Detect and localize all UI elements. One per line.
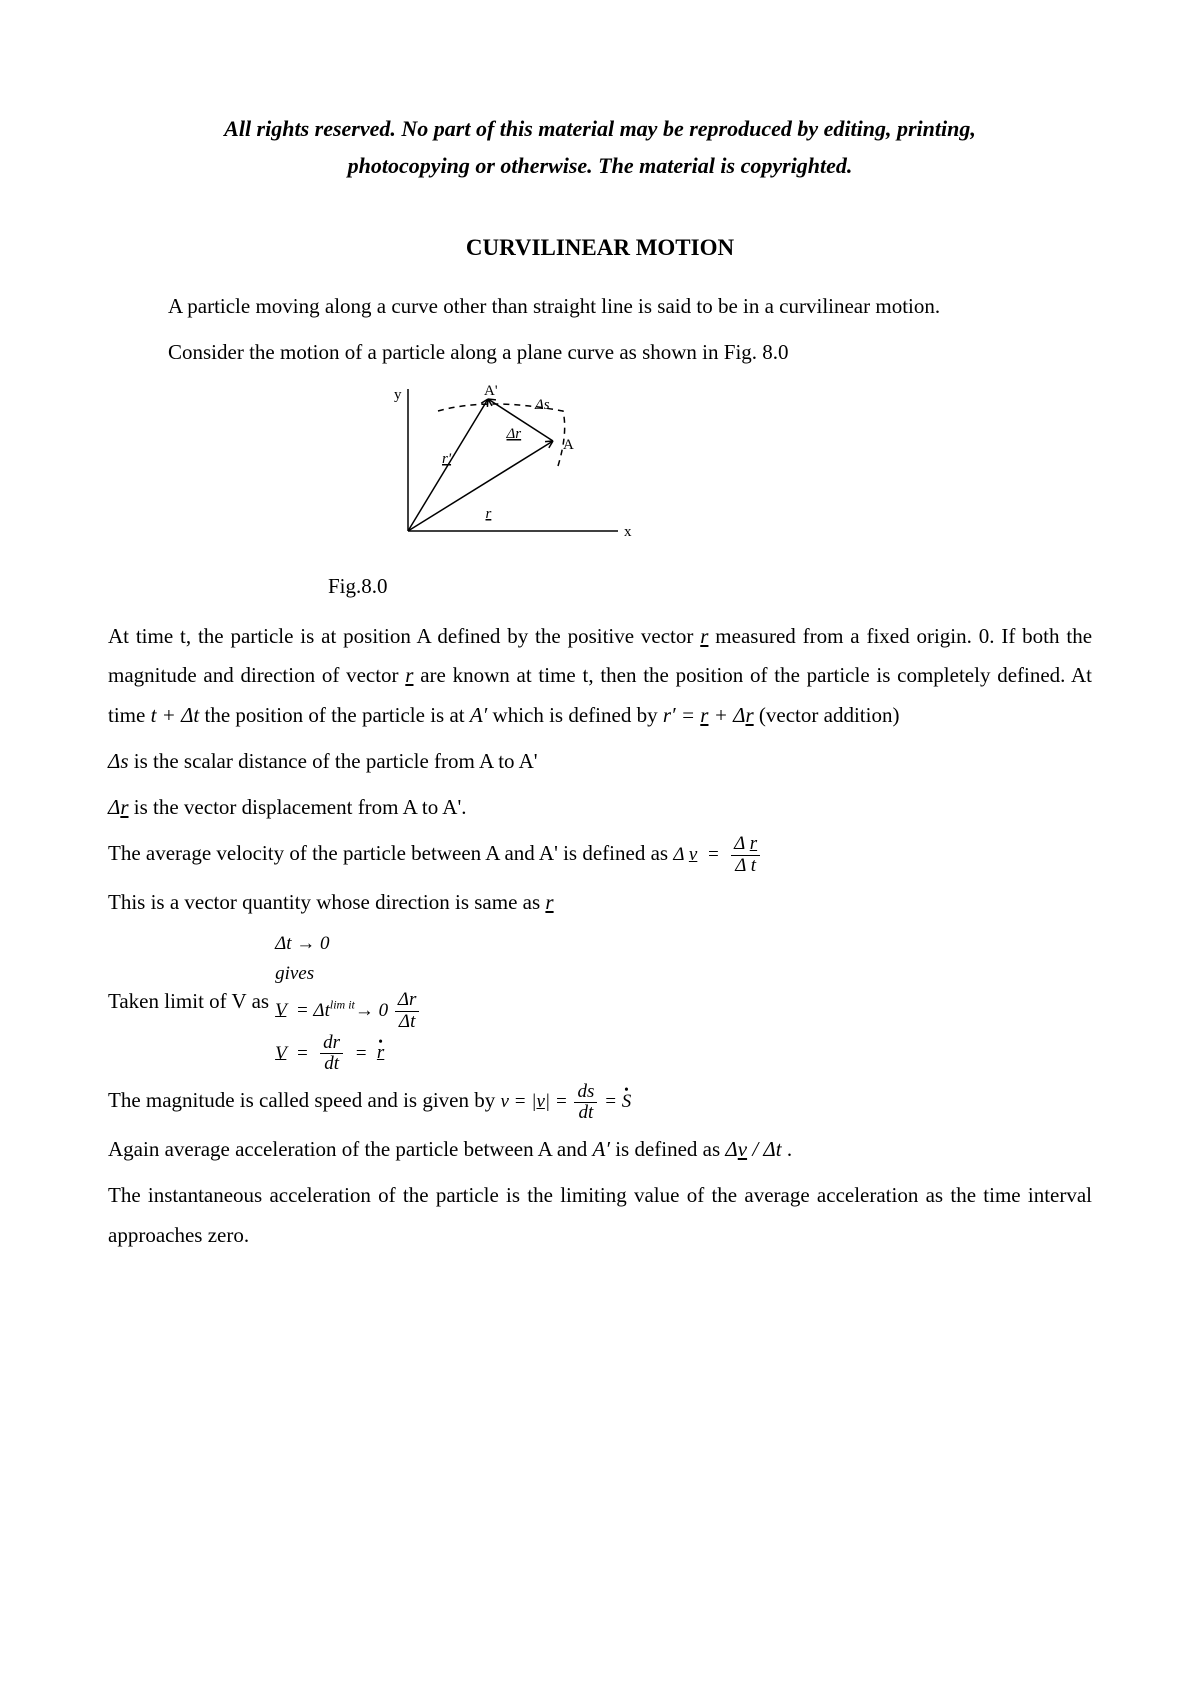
vector-quantity-line: This is a vector quantity whose directio… [108, 883, 1092, 923]
position-paragraph: At time t, the particle is at position A… [108, 617, 1092, 737]
body-text: The average velocity of the particle bet… [108, 841, 673, 865]
vector-V: V [275, 1042, 286, 1063]
svg-text:r: r [486, 506, 492, 522]
limit-block: Δt → 0 gives V = Δtlim it→ 0 ΔrΔt V = dr… [275, 929, 421, 1075]
avg-acceleration-line: Again average acceleration of the partic… [108, 1130, 1092, 1170]
body-text: (vector addition) [759, 703, 900, 727]
svg-text:x: x [624, 524, 632, 540]
rprime-equation: r′ = r + Δr [663, 703, 754, 727]
body-text: is the scalar distance of the particle f… [134, 749, 538, 773]
delta-s-line: Δs is the scalar distance of the particl… [108, 742, 1092, 782]
figure-8-0: y x r r' Δr Δs A A' [108, 381, 1092, 556]
body-text: is defined as [615, 1137, 725, 1161]
a-prime: A′ [593, 1137, 610, 1161]
body-text: This is a vector quantity whose directio… [108, 890, 545, 914]
body-text: the position of the particle is at [205, 703, 470, 727]
svg-text:Δr: Δr [506, 426, 522, 442]
svg-text:y: y [394, 387, 402, 403]
copyright-notice: All rights reserved. No part of this mat… [108, 110, 1092, 185]
avg-velocity-line: The average velocity of the particle bet… [108, 834, 1092, 877]
body-text: . [787, 1137, 792, 1161]
vector-V: V [275, 999, 286, 1020]
page-title: CURVILINEAR MOTION [108, 235, 1092, 261]
delta-v-over-delta-t: Δv / Δt [725, 1137, 781, 1161]
a-prime: A′ [470, 703, 487, 727]
vector-r: r [545, 890, 553, 914]
body-text: Again average acceleration of the partic… [108, 1137, 593, 1161]
svg-text:A': A' [484, 383, 498, 399]
delta-s: Δs [108, 749, 129, 773]
avg-velocity-equation: Δ v = Δ rΔ t [673, 844, 762, 865]
limit-line: Taken limit of V as Δt → 0 gives V = Δtl… [108, 929, 1092, 1075]
copyright-line-2: photocopying or otherwise. The material … [348, 153, 853, 178]
body-text: The magnitude is called speed and is giv… [108, 1088, 500, 1112]
speed-line: The magnitude is called speed and is giv… [108, 1081, 1092, 1124]
body-text: Taken limit of V as [108, 982, 269, 1022]
s-dot: S [622, 1084, 632, 1120]
speed-equation: v = |v| = dsdt = S [500, 1091, 631, 1112]
copyright-line-1: All rights reserved. No part of this mat… [224, 116, 976, 141]
figure-caption: Fig.8.0 [328, 574, 1092, 599]
limit-row-1: Δt → 0 [275, 929, 421, 959]
delta-r: Δr [108, 795, 129, 819]
math-t-plus-dt: t + Δt [151, 703, 200, 727]
delta-r-line: Δr is the vector displacement from A to … [108, 788, 1092, 828]
document-page: All rights reserved. No part of this mat… [0, 0, 1200, 1697]
intro-paragraph-2: Consider the motion of a particle along … [108, 333, 1092, 373]
svg-text:Δs: Δs [534, 397, 550, 413]
limit-row-4: V = drdt = r [275, 1033, 421, 1076]
figure-svg: y x r r' Δr Δs A A' [198, 381, 678, 556]
intro-paragraph-1: A particle moving along a curve other th… [108, 287, 1092, 327]
svg-text:A: A [563, 437, 574, 453]
lim-it: lim it [330, 997, 355, 1011]
vector-r: r [700, 624, 708, 648]
body-text: which is defined by [493, 703, 663, 727]
svg-text:r': r' [442, 451, 452, 467]
instantaneous-accel-line: The instantaneous acceleration of the pa… [108, 1176, 1092, 1256]
limit-row-3: V = Δtlim it→ 0 ΔrΔt [275, 990, 421, 1033]
body-text: is the vector displacement from A to A'. [134, 795, 467, 819]
r-dot: r [377, 1038, 384, 1068]
vector-r: r [405, 663, 413, 687]
limit-row-gives: gives [275, 959, 421, 989]
body-text: At time t, the particle is at position A… [108, 624, 700, 648]
